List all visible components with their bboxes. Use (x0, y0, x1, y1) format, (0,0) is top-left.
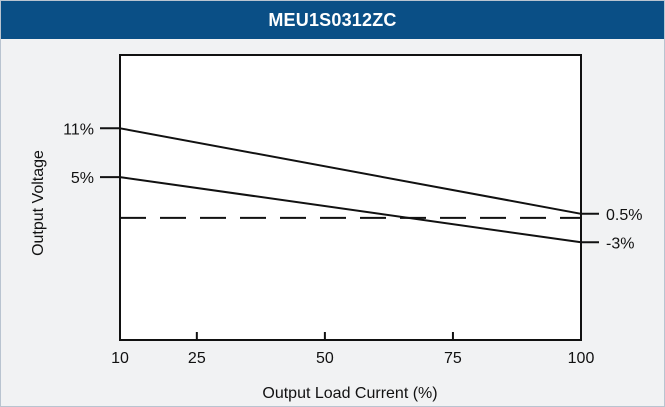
x-tick-label: 75 (444, 350, 462, 367)
x-tick-label: 50 (316, 350, 334, 367)
x-axis-label: Output Load Current (%) (262, 385, 437, 402)
series-line-1 (119, 127, 582, 215)
x-tick-label: 100 (568, 350, 595, 367)
y-axis-label: Output Voltage (30, 150, 47, 256)
x-tick-label: 10 (111, 350, 129, 367)
annotation-label: 11% (63, 121, 94, 138)
annotation-label: 0.5% (606, 207, 642, 224)
annotation-label: -3% (606, 235, 634, 252)
x-tick-label: 25 (188, 350, 206, 367)
plot-area (119, 54, 582, 341)
chart-title: MEU1S0312ZC (268, 10, 397, 30)
series-line-2 (119, 176, 582, 244)
annotation-label: 5% (71, 170, 94, 187)
chart-title-bar: MEU1S0312ZC (1, 1, 664, 39)
